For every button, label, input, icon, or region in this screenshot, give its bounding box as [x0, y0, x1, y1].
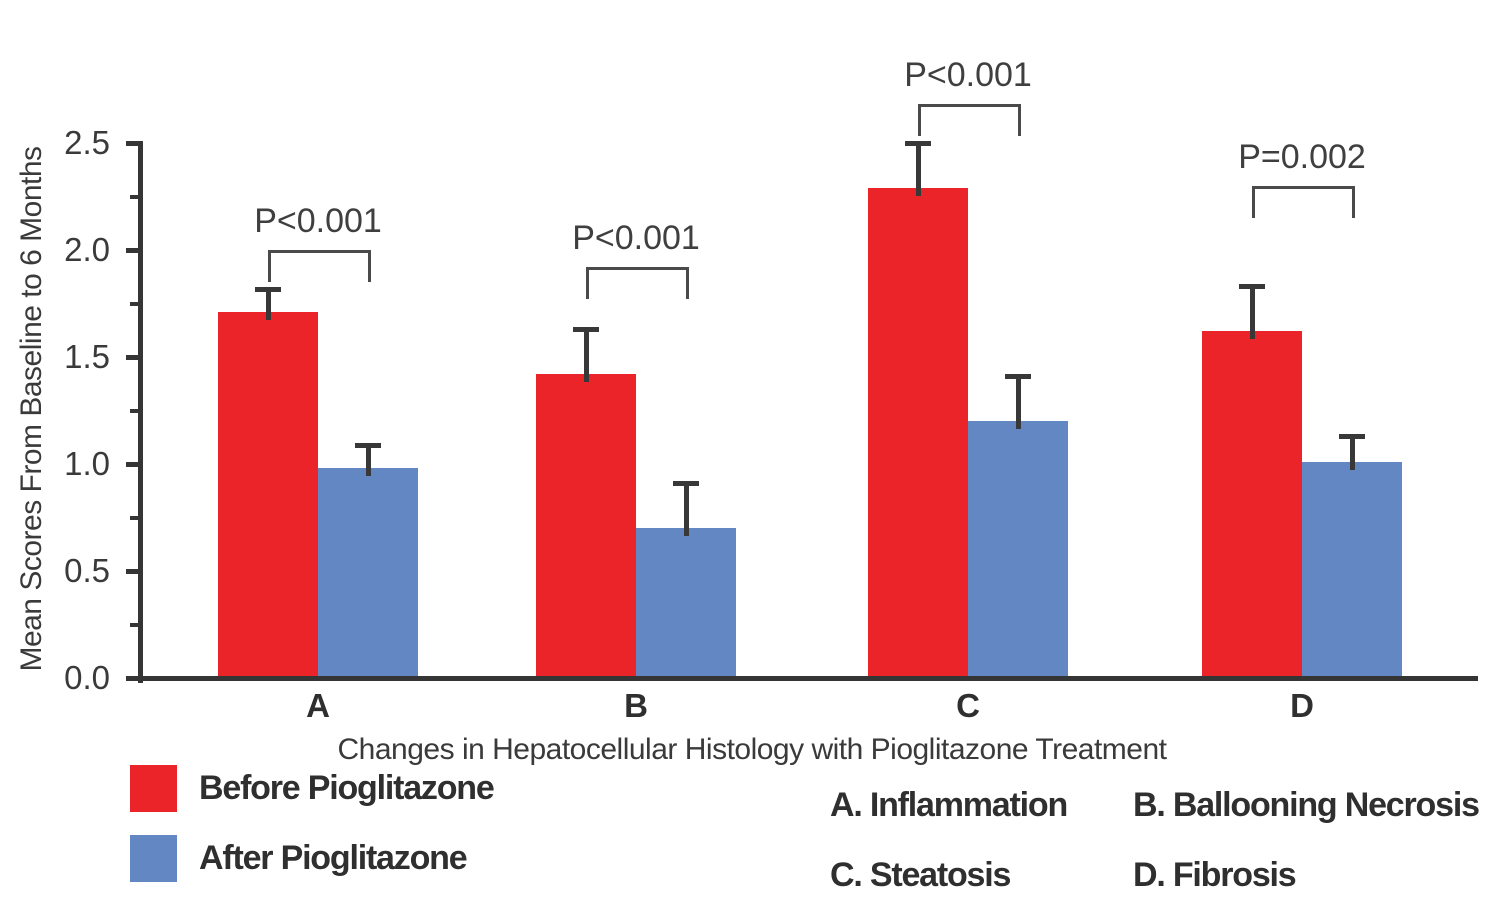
y-axis-line	[138, 141, 143, 683]
bar-after-B	[636, 528, 736, 680]
p-value-label: P<0.001	[254, 202, 382, 240]
significance-bracket	[1252, 185, 1355, 189]
after-color-swatch-icon	[130, 835, 177, 882]
legend-label-before: Before Pioglitazone	[199, 769, 495, 807]
x-axis-line	[136, 676, 1478, 681]
category-label-C: C	[956, 687, 980, 724]
legend-item-before: Before Pioglitazone	[130, 765, 495, 812]
significance-bracket-leg	[368, 250, 371, 282]
significance-bracket-leg	[686, 267, 689, 300]
y-minor-tick	[130, 622, 138, 627]
bar-before-C	[868, 187, 968, 680]
error-bar-stem	[915, 143, 921, 196]
error-bar-cap	[1239, 284, 1265, 290]
significance-bracket-leg	[1252, 185, 1255, 218]
bar-after-D	[1302, 461, 1402, 680]
y-major-tick	[126, 355, 138, 360]
bar-before-A	[218, 312, 318, 680]
significance-bracket-leg	[1018, 104, 1021, 137]
category-label-A: A	[306, 687, 330, 724]
error-bar-cap	[905, 141, 931, 146]
significance-bracket	[268, 250, 371, 253]
error-bar-stem	[365, 444, 371, 477]
error-bar-stem	[265, 288, 271, 321]
category-label-D: D	[1290, 687, 1314, 724]
significance-bracket-leg	[268, 250, 271, 282]
legend-label-after: After Pioglitazone	[199, 839, 468, 877]
p-value-label: P=0.002	[1238, 137, 1366, 176]
error-bar-cap	[673, 481, 699, 487]
error-bar-stem	[1249, 286, 1255, 340]
error-bar-cap	[573, 327, 599, 333]
significance-bracket	[586, 267, 689, 271]
bar-before-B	[536, 374, 636, 680]
y-minor-tick	[130, 515, 138, 520]
category-label-B: B	[624, 687, 648, 724]
key-item-inflammation: A. Inflammation	[830, 786, 1068, 824]
key-item-ballooning-necrosis: B. Ballooning Necrosis	[1133, 786, 1480, 824]
y-tick-label: 1.5	[64, 338, 110, 375]
error-bar-cap	[1005, 374, 1031, 380]
key-item-fibrosis: D. Fibrosis	[1133, 856, 1297, 894]
y-minor-tick	[130, 301, 138, 306]
key-item-steatosis: C. Steatosis	[830, 856, 1011, 894]
y-tick-label: 0.0	[64, 659, 110, 696]
bar-after-C	[968, 421, 1068, 680]
significance-bracket-leg	[586, 267, 589, 300]
y-major-tick	[126, 141, 138, 146]
error-bar-cap	[355, 442, 381, 448]
significance-bracket-leg	[918, 104, 921, 137]
legend-item-after: After Pioglitazone	[130, 835, 468, 882]
y-major-tick	[126, 676, 138, 681]
before-color-swatch-icon	[130, 765, 177, 812]
error-bar-stem	[1349, 436, 1355, 470]
x-axis-caption: Changes in Hepatocellular Histology with…	[337, 733, 1167, 766]
p-value-label: P<0.001	[904, 56, 1032, 95]
y-minor-tick	[130, 408, 138, 413]
y-major-tick	[126, 462, 138, 467]
significance-bracket	[918, 104, 1021, 108]
y-major-tick	[126, 569, 138, 574]
error-bar-cap	[255, 286, 281, 292]
y-tick-label: 0.5	[64, 552, 110, 589]
error-bar-stem	[583, 329, 589, 383]
significance-bracket-leg	[1352, 185, 1355, 218]
bar-before-D	[1202, 331, 1302, 680]
y-major-tick	[126, 248, 138, 253]
y-minor-tick	[130, 194, 138, 199]
y-tick-label: 2.5	[64, 124, 110, 161]
y-tick-label: 2.0	[64, 231, 110, 268]
error-bar-stem	[683, 483, 689, 537]
y-tick-label: 1.0	[64, 445, 110, 482]
bar-after-A	[318, 468, 418, 680]
error-bar-cap	[1339, 434, 1365, 440]
p-value-label: P<0.001	[572, 219, 700, 258]
error-bar-stem	[1015, 376, 1021, 430]
